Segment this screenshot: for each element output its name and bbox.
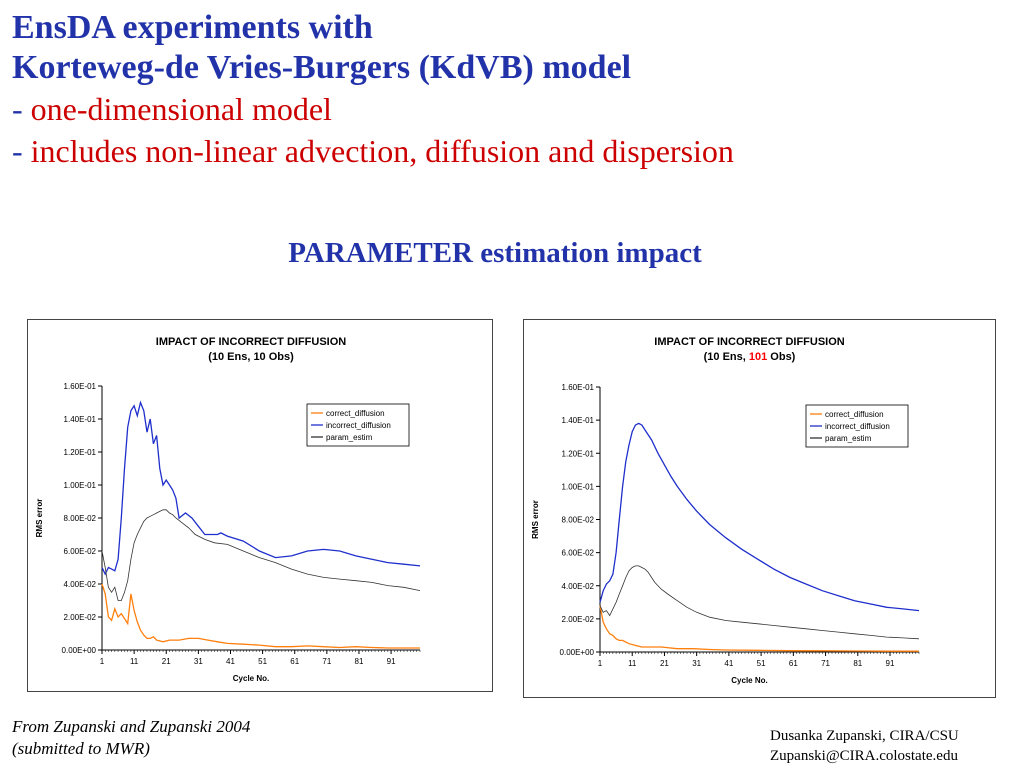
chart-subtitle-part: Obs) <box>266 351 294 363</box>
x-tick-label: 31 <box>692 659 701 668</box>
y-axis-label: RMS error <box>531 500 540 539</box>
bullet-nonlinear: - includes non-linear advection, diffusi… <box>12 130 734 172</box>
y-tick-label: 1.20E-01 <box>64 448 97 457</box>
y-tick-label: 8.00E-02 <box>64 514 97 523</box>
slide-title-line2: Korteweg-de Vries-Burgers (KdVB) model <box>12 49 632 86</box>
y-tick-label: 0.00E+00 <box>560 648 595 657</box>
slide-title-block: EnsDA experiments with Korteweg-de Vries… <box>12 8 734 172</box>
x-tick-label: 71 <box>322 657 331 666</box>
y-tick-label: 1.60E-01 <box>562 383 595 392</box>
y-tick-label: 2.00E-02 <box>562 615 595 624</box>
x-tick-label: 31 <box>194 657 203 666</box>
chart-title: IMPACT OF INCORRECT DIFFUSION <box>654 336 845 348</box>
x-tick-label: 61 <box>789 659 798 668</box>
chart-subtitle-part: Obs) <box>767 351 795 363</box>
citation-line2: (submitted to MWR) <box>12 739 150 758</box>
y-tick-label: 4.00E-02 <box>562 582 595 591</box>
y-tick-label: 2.00E-02 <box>64 613 97 622</box>
x-tick-label: 91 <box>886 659 895 668</box>
bullet-text: includes non-linear advection, diffusion… <box>30 133 734 169</box>
y-tick-label: 1.60E-01 <box>64 382 97 391</box>
chart-left: IMPACT OF INCORRECT DIFFUSION (10 Ens, 10… <box>27 319 493 692</box>
x-tick-label: 1 <box>598 659 603 668</box>
x-tick-label: 61 <box>290 657 299 666</box>
legend-box <box>306 403 410 447</box>
x-tick-label: 81 <box>355 657 364 666</box>
bullet-dash: - <box>12 91 31 127</box>
citation-line1: From Zupanski and Zupanski 2004 <box>12 717 251 736</box>
author-name: Dusanka Zupanski, CIRA/CSU <box>770 728 959 744</box>
author-email: Zupanski@CIRA.colostate.edu <box>770 748 958 764</box>
chart-left-svg: IMPACT OF INCORRECT DIFFUSION (10 Ens, 10… <box>35 336 421 683</box>
y-tick-label: 1.40E-01 <box>64 415 97 424</box>
legend-entry: correct_diffusion <box>825 410 884 419</box>
x-tick-label: 71 <box>821 659 830 668</box>
x-tick-label: 51 <box>757 659 766 668</box>
x-tick-label: 11 <box>130 657 139 666</box>
y-tick-label: 0.00E+00 <box>62 646 97 655</box>
x-tick-label: 41 <box>226 657 235 666</box>
chart-right-svg: IMPACT OF INCORRECT DIFFUSION (10 Ens, 10… <box>531 336 920 685</box>
bullet-one-dimensional: - one-dimensional model <box>12 88 734 130</box>
chart-subtitle-part: (10 Ens, <box>208 351 253 363</box>
series-line-param-estim <box>599 565 920 640</box>
legend-entry: correct_diffusion <box>326 409 385 418</box>
x-axis-label: Cycle No. <box>731 676 767 685</box>
y-tick-label: 1.00E-01 <box>562 482 595 491</box>
y-axis-label: RMS error <box>35 499 44 538</box>
legend-entry: incorrect_diffusion <box>825 422 890 431</box>
slide-subtitle: PARAMETER estimation impact <box>288 237 702 269</box>
x-tick-label: 91 <box>387 657 396 666</box>
chart-subtitle-part: 10 <box>253 351 265 363</box>
chart-subtitle-part: (10 Ens, <box>704 351 749 363</box>
chart-right: IMPACT OF INCORRECT DIFFUSION (10 Ens, 10… <box>523 319 996 698</box>
x-tick-label: 21 <box>162 657 171 666</box>
bullet-text: one-dimensional model <box>30 91 332 127</box>
x-axis-label: Cycle No. <box>233 674 269 683</box>
chart-subtitle-part: 101 <box>749 351 767 363</box>
y-tick-label: 4.00E-02 <box>64 580 97 589</box>
x-tick-label: 21 <box>660 659 669 668</box>
y-tick-label: 6.00E-02 <box>562 549 595 558</box>
y-tick-label: 1.40E-01 <box>562 416 595 425</box>
author-info: Dusanka Zupanski, CIRA/CSU Zupanski@CIRA… <box>770 726 959 766</box>
legend-entry: incorrect_diffusion <box>326 421 391 430</box>
y-tick-label: 6.00E-02 <box>64 547 97 556</box>
y-tick-label: 1.00E-01 <box>64 481 97 490</box>
series-line-incorrect-diffusion <box>101 400 421 576</box>
series-line-incorrect-diffusion <box>599 422 920 612</box>
legend-box <box>805 404 909 448</box>
legend-entry: param_estim <box>825 434 872 443</box>
chart-subtitle: (10 Ens, 10 Obs) <box>208 351 294 363</box>
x-tick-label: 81 <box>853 659 862 668</box>
legend-entry: param_estim <box>326 433 373 442</box>
chart-subtitle: (10 Ens, 101 Obs) <box>704 351 796 363</box>
series-line-correct-diffusion <box>101 583 420 649</box>
x-tick-label: 1 <box>100 657 105 666</box>
y-tick-label: 1.20E-01 <box>562 449 595 458</box>
citation: From Zupanski and Zupanski 2004 (submitt… <box>12 716 250 760</box>
series-line-param-estim <box>101 509 421 601</box>
x-tick-label: 11 <box>628 659 637 668</box>
x-tick-label: 41 <box>724 659 733 668</box>
chart-title: IMPACT OF INCORRECT DIFFUSION <box>156 336 347 348</box>
x-tick-label: 51 <box>258 657 267 666</box>
y-tick-label: 8.00E-02 <box>562 516 595 525</box>
series-line-correct-diffusion <box>599 605 919 652</box>
bullet-dash: - <box>12 133 31 169</box>
slide-title-line1: EnsDA experiments with <box>12 9 373 46</box>
